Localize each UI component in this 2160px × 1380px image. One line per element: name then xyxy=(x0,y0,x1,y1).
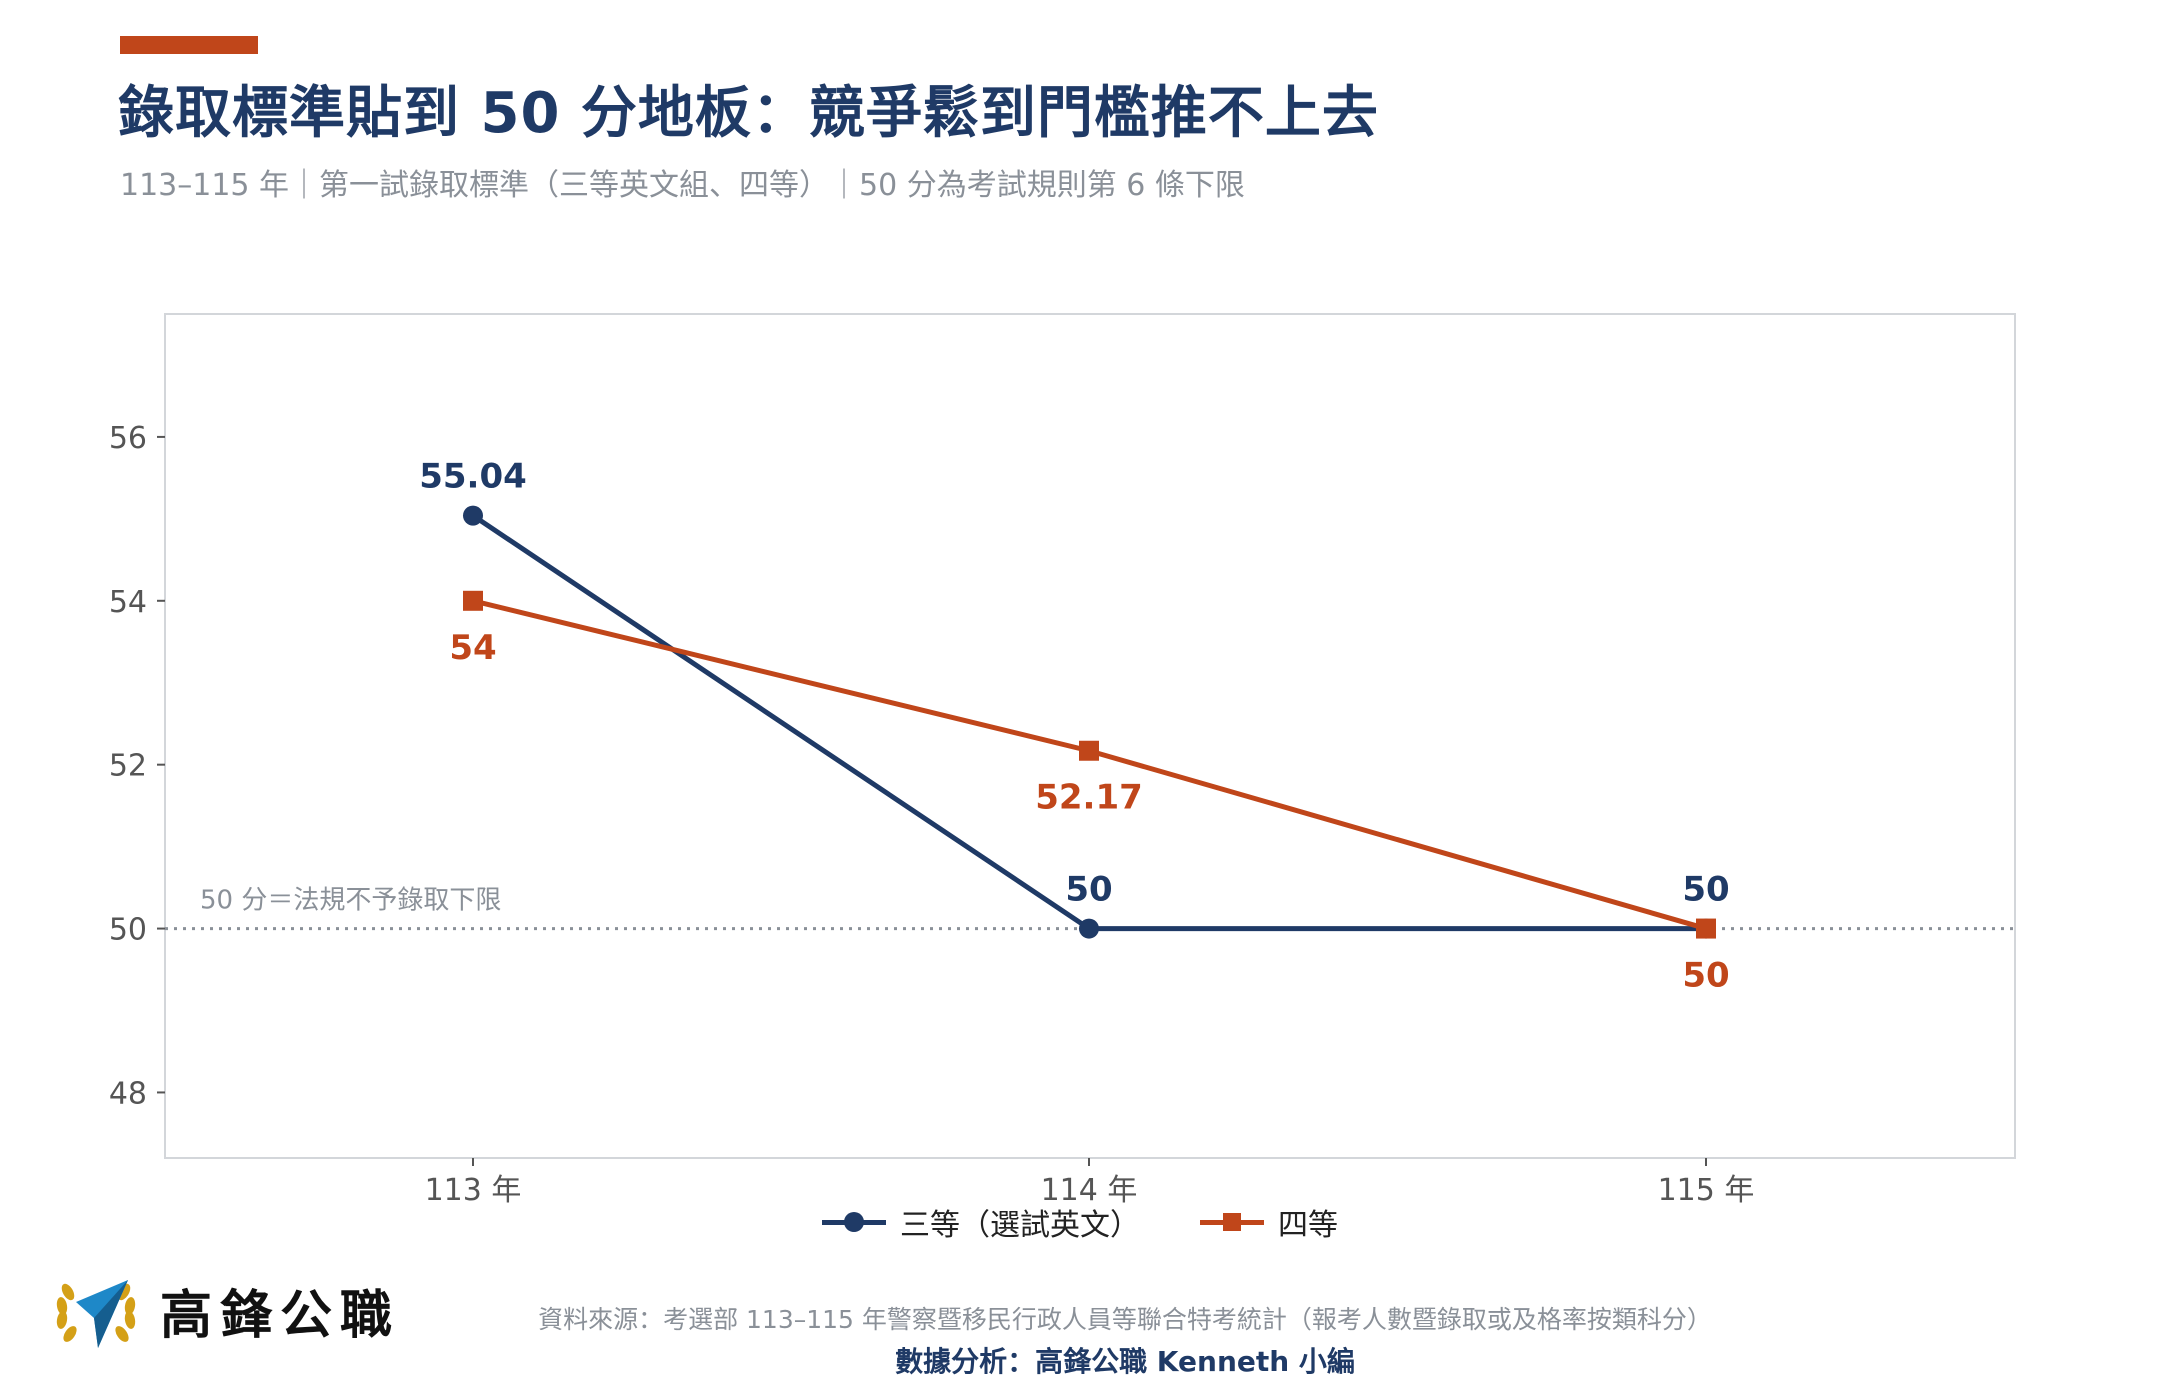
data-label: 50 xyxy=(1682,956,1729,996)
credit-note: 數據分析：高鋒公職 Kenneth 小編 xyxy=(895,1345,1355,1378)
x-tick-label: 113 年 xyxy=(425,1173,522,1208)
series-line-1 xyxy=(471,513,1706,932)
legend: 三等（選試英文） 四等 xyxy=(0,1200,2160,1244)
series-group: 55.04 50 50 54 52.17 50 xyxy=(419,457,1729,996)
laurel-arrow-icon xyxy=(56,1280,136,1348)
legend-swatch-square-icon xyxy=(1200,1210,1264,1234)
brand-logo: 高鋒公職 xyxy=(48,1262,400,1358)
legend-item-tier3: 三等（選試英文） xyxy=(822,1200,1140,1244)
y-tick-label: 48 xyxy=(109,1076,147,1111)
data-point-square xyxy=(463,590,483,611)
legend-item-tier4: 四等 xyxy=(1200,1200,1338,1244)
data-label: 50 xyxy=(1065,870,1112,910)
y-tick-label: 56 xyxy=(109,421,147,456)
reference-line-label: 50 分＝法規不予錄取下限 xyxy=(200,886,501,916)
data-label: 55.04 xyxy=(419,457,527,497)
y-tick-label: 50 xyxy=(109,913,147,948)
x-tick-label: 115 年 xyxy=(1658,1173,1755,1208)
y-tick-label: 54 xyxy=(109,585,147,620)
y-tick-label: 52 xyxy=(109,749,147,784)
data-point-square xyxy=(1079,740,1099,761)
data-point-circle xyxy=(1079,918,1099,939)
x-tick-label: 114 年 xyxy=(1041,1173,1138,1208)
data-point-square xyxy=(1696,918,1716,939)
data-point-circle xyxy=(463,505,483,526)
plot-frame xyxy=(164,313,2016,1159)
legend-label: 三等（選試英文） xyxy=(900,1208,1140,1243)
data-label: 52.17 xyxy=(1035,778,1143,818)
data-label: 50 xyxy=(1682,870,1729,910)
x-axis: 113 年 114 年 115 年 xyxy=(425,1158,1755,1208)
title-accent-bar xyxy=(120,36,258,54)
page-subtitle: 113–115 年｜第一試錄取標準（三等英文組、四等）｜50 分為考試規則第 6… xyxy=(120,168,1245,203)
legend-label: 四等 xyxy=(1278,1208,1338,1243)
legend-swatch-circle-icon xyxy=(822,1210,886,1234)
brand-name: 高鋒公職 xyxy=(160,1285,401,1346)
page-title: 錄取標準貼到 50 分地板：競爭鬆到門檻推不上去 xyxy=(118,81,1379,146)
y-axis: 48 50 52 54 56 xyxy=(109,421,165,1111)
source-note: 資料來源：考選部 113–115 年警察暨移民行政人員等聯合特考統計（報考人數暨… xyxy=(538,1305,1712,1334)
data-label: 54 xyxy=(449,628,496,668)
